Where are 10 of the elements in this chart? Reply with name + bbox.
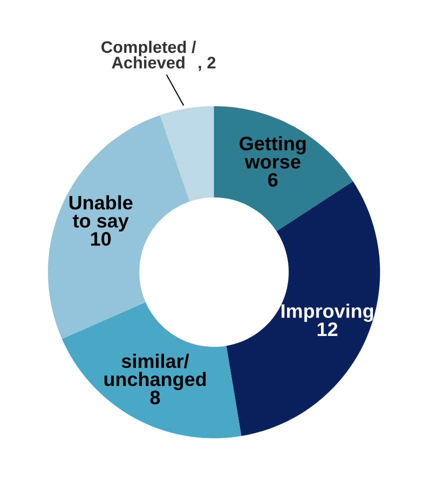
data-label: 12 — [318, 322, 338, 336]
data-label: , 2 — [198, 56, 216, 71]
data-label: 8 — [150, 390, 160, 404]
slice-label: similar/ unchanged — [104, 354, 206, 390]
slice-label: Completed / Achieved — [101, 40, 196, 69]
slice-label: Getting worse — [240, 136, 306, 169]
data-label: 10 — [91, 232, 111, 246]
data-label: 6 — [268, 172, 278, 187]
slice-label: Improving — [282, 304, 373, 322]
slice-label: Unable to say — [69, 195, 132, 232]
